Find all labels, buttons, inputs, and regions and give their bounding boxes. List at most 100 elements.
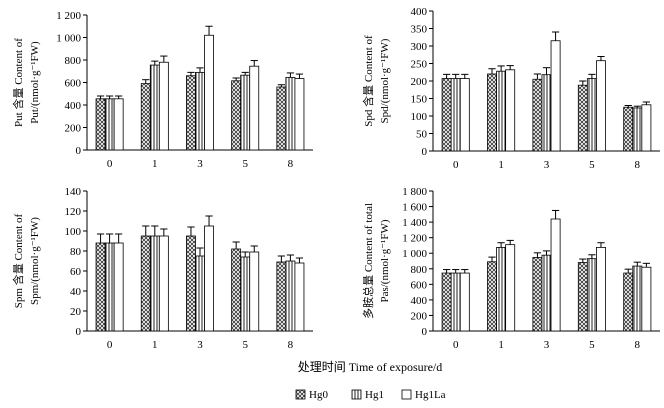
bar-hg1la-3 [204, 225, 214, 332]
bar-hg0-5 [577, 84, 588, 152]
bar-hg0-1 [140, 235, 151, 332]
bar-hg0-5 [231, 248, 242, 332]
y-axis-label-line2: Spm/(nmol·g⁻¹FW) [29, 217, 41, 305]
legend-label-hg1: Hg1 [365, 389, 384, 401]
x-tick-label: 8 [288, 339, 294, 351]
chart-panel-0: 0 200 400 600 800 1 000 1 200 Put 含量 Content of… [11, 10, 313, 170]
x-tick-label: 5 [242, 158, 248, 170]
bar-hg0-3 [532, 257, 543, 332]
bar-hg0-1 [140, 83, 151, 151]
y-tick-label: 400 [65, 100, 82, 112]
y-tick-label: 100 [65, 226, 82, 238]
y-tick-label: 200 [65, 123, 82, 135]
x-tick-label: 0 [453, 339, 459, 351]
bar-hg1la-0 [113, 242, 124, 332]
bar-hg0-5 [577, 262, 588, 332]
y-tick-label: 120 [65, 206, 82, 218]
y-tick-label: 140 [65, 186, 82, 198]
y-tick-label: 80 [70, 246, 82, 258]
y-tick-label: 1 200 [402, 233, 427, 245]
y-tick-label: 350 [411, 24, 428, 36]
y-tick-label: 1 800 [402, 186, 427, 198]
y-axis-label-line1: Put 含量 Content of [11, 38, 25, 127]
legend-label-hg0: Hg0 [309, 389, 328, 401]
bar-hg1la-5 [249, 65, 260, 151]
x-tick-label: 8 [635, 159, 641, 171]
bar-hg1-1 [149, 235, 160, 332]
y-tick-label: 200 [411, 76, 428, 88]
y-tick-label: 600 [411, 279, 428, 291]
y-tick-label: 600 [65, 78, 82, 90]
legend: Hg0 Hg1 Hg1La [295, 389, 446, 401]
legend-swatch-hg0 [295, 389, 306, 400]
bar-hg0-3 [186, 235, 196, 332]
y-tick-label: 1 000 [402, 248, 427, 260]
bar-hg0-1 [487, 261, 497, 332]
x-tick-label: 1 [498, 339, 504, 351]
bar-hg1-5 [586, 258, 597, 332]
bar-hg0-1 [487, 73, 497, 152]
bar-hg1la-3 [550, 218, 561, 332]
bar-hg1la-8 [641, 104, 652, 152]
bar-hg1-0 [450, 78, 461, 152]
bar-hg1-1 [496, 246, 507, 332]
y-axis-label-line1: Spm 含量 Content of [11, 213, 25, 308]
bar-hg0-8 [276, 261, 287, 332]
chart-panel-2: 0 20 40 60 80 100 120 140 Spm 含量 Content of Spm/(… [11, 186, 313, 351]
bar-hg1-3 [195, 255, 205, 332]
bar-hg1-8 [632, 107, 643, 152]
bar-hg1-0 [104, 98, 115, 151]
y-axis-label-line1: 多胺总量 Content of total [361, 203, 375, 319]
x-tick-label: 5 [242, 339, 248, 351]
y-tick-label: 60 [70, 266, 82, 278]
x-tick-label: 0 [107, 158, 113, 170]
y-tick-label: 800 [411, 264, 428, 276]
y-tick-label: 20 [70, 306, 82, 318]
y-axis-label-line2: Put/(nmol·g⁻¹FW) [29, 41, 41, 124]
bar-hg0-8 [623, 272, 634, 332]
bar-hg0-0 [441, 78, 452, 152]
y-tick-label: 250 [411, 59, 428, 71]
bar-hg1la-1 [158, 61, 169, 151]
x-tick-label: 5 [589, 339, 595, 351]
bar-hg1la-3 [204, 34, 214, 151]
y-tick-label: 0 [422, 146, 428, 158]
bar-hg1la-5 [596, 60, 606, 152]
bar-hg1la-5 [596, 246, 606, 332]
x-tick-label: 8 [635, 339, 641, 351]
bar-hg1-8 [285, 260, 296, 332]
bar-hg1-5 [586, 78, 597, 152]
x-tick-label: 1 [152, 158, 158, 170]
legend-swatch-hg1la [401, 389, 412, 400]
y-tick-label: 40 [70, 286, 82, 298]
bar-hg0-0 [441, 272, 452, 332]
bar-hg1-0 [450, 272, 461, 332]
bar-hg1la-0 [459, 78, 470, 152]
y-tick-label: 1 000 [56, 33, 81, 45]
bar-hg1-5 [240, 74, 251, 151]
bar-hg0-8 [276, 86, 287, 151]
bar-hg1-1 [496, 70, 507, 152]
y-tick-label: 1 600 [402, 202, 427, 214]
bar-hg1la-8 [294, 78, 305, 151]
bar-hg1la-0 [113, 98, 124, 151]
y-axis-label-line2: Pas/(nmol·g⁻¹FW) [379, 219, 391, 302]
bar-hg1la-3 [550, 40, 561, 152]
bar-hg1-3 [541, 74, 552, 152]
y-tick-label: 800 [65, 55, 82, 67]
bar-hg1la-0 [459, 272, 470, 332]
x-tick-label: 0 [453, 159, 459, 171]
x-tick-label: 3 [197, 339, 203, 351]
y-tick-label: 150 [411, 94, 428, 106]
x-tick-label: 3 [197, 158, 203, 170]
bar-hg1-8 [285, 77, 296, 151]
y-tick-label: 400 [411, 6, 428, 18]
x-tick-label: 0 [107, 339, 113, 351]
legend-label-hg1la: Hg1La [415, 389, 446, 401]
bar-hg0-0 [95, 98, 106, 151]
chart-panel-3: 0 200 400 600 800 1 000 1 200 1 400 1 600 1 800 多胺… [361, 186, 660, 351]
bar-hg0-0 [95, 242, 106, 332]
y-tick-label: 100 [411, 111, 428, 123]
